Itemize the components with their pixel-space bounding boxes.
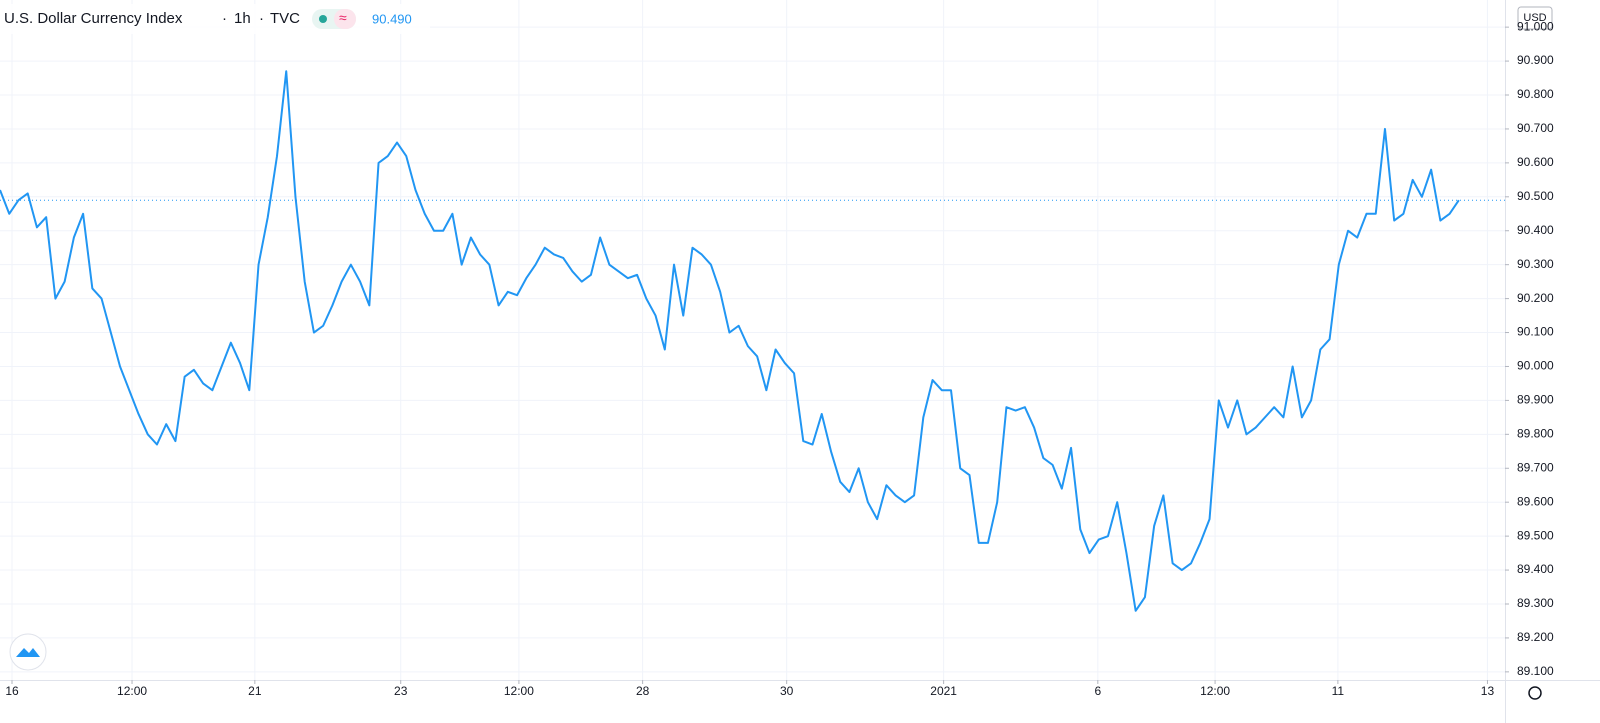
separator: · — [222, 10, 227, 27]
y-tick-label: 89.200 — [1517, 630, 1554, 644]
y-tick-label: 90.600 — [1517, 155, 1554, 169]
y-tick-label: 90.900 — [1517, 53, 1554, 67]
grid — [0, 0, 1505, 680]
x-tick-label: 12:00 — [117, 684, 147, 698]
y-tick-label: 90.300 — [1517, 257, 1554, 271]
y-tick-label: 89.300 — [1517, 596, 1554, 610]
market-open-dot — [319, 15, 327, 23]
delayed-icon: ≈ — [339, 10, 347, 26]
x-tick-label: 6 — [1094, 684, 1101, 698]
title: U.S. Dollar Currency Index — [4, 10, 183, 27]
currency-box[interactable] — [1517, 6, 1553, 30]
current-value: 90.490 — [372, 11, 412, 26]
separator: · — [259, 10, 264, 27]
y-tick-label: 90.100 — [1517, 325, 1554, 339]
y-tick-label: 89.100 — [1517, 664, 1554, 678]
x-tick-label: 30 — [780, 684, 794, 698]
y-tick-label: 90.800 — [1517, 87, 1554, 101]
y-tick-label: 90.000 — [1517, 359, 1554, 373]
logo — [16, 648, 40, 657]
x-tick-label: 21 — [248, 684, 262, 698]
x-tick-label: 23 — [394, 684, 408, 698]
x-tick-label: 12:00 — [1200, 684, 1230, 698]
currency: USD — [1523, 12, 1546, 24]
legend-bg — [0, 4, 430, 34]
y-tick-label: 90.700 — [1517, 121, 1554, 135]
x-tick-label: 16 — [5, 684, 19, 698]
y-tick-label: 90.200 — [1517, 291, 1554, 305]
interval: 1h — [234, 10, 251, 27]
x-tick-label: 28 — [636, 684, 650, 698]
y-tick-label: 89.900 — [1517, 393, 1554, 407]
y-tick-label: 89.400 — [1517, 562, 1554, 576]
status-pill-right — [334, 9, 356, 29]
y-tick-label: 89.800 — [1517, 427, 1554, 441]
source: TVC — [270, 10, 300, 27]
y-tick-label: 90.500 — [1517, 189, 1554, 203]
y-tick-label: 90.400 — [1517, 223, 1554, 237]
x-tick-label: 13 — [1481, 684, 1495, 698]
y-tick-label: 91.000 — [1517, 19, 1554, 33]
price-line — [0, 70, 1460, 612]
plot — [0, 70, 1505, 612]
x-tick-label: 2021 — [930, 684, 957, 698]
y-tick-label: 89.700 — [1517, 460, 1554, 474]
x-tick-label: 11 — [1332, 684, 1345, 698]
y-tick-label: 89.500 — [1517, 528, 1554, 542]
x-tick-label: 12:00 — [504, 684, 534, 698]
settings-icon[interactable] — [1528, 686, 1542, 700]
y-tick-label: 89.600 — [1517, 494, 1554, 508]
